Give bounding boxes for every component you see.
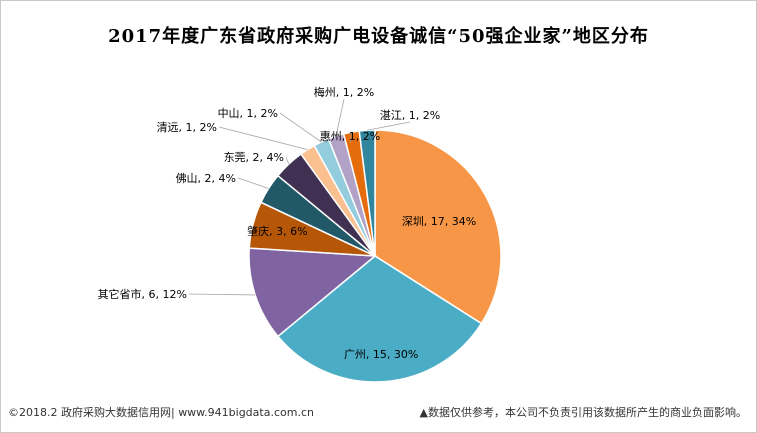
leader-line-其它省市 <box>188 293 256 296</box>
slice-label-其它省市: 其它省市, 6, 12% <box>98 287 187 301</box>
source-footer: ©2018.2 政府采购大数据信用网| www.941bigdata.com.c… <box>8 406 314 419</box>
slice-label-惠州: 惠州, 1, 2% <box>320 129 380 143</box>
slice-label-中山: 中山, 1, 2% <box>218 107 278 120</box>
leader-line-湛江 <box>367 121 411 131</box>
leader-line-东莞 <box>285 156 290 165</box>
pie-slice-湛江 <box>358 129 376 257</box>
leader-line-中山 <box>279 112 322 143</box>
chart-title: 2017年度广东省政府采购广电设备诚信“50强企业家”地区分布 <box>108 26 649 47</box>
slice-label-肇庆: 肇庆, 3, 6% <box>247 224 307 238</box>
pie-slice-广州 <box>276 255 483 383</box>
leader-line-佛山 <box>237 177 269 189</box>
slice-label-广州: 广州, 15, 30% <box>344 348 418 361</box>
leader-line-梅州 <box>335 98 345 137</box>
leader-line-清远 <box>218 126 308 151</box>
slice-label-梅州: 梅州, 1, 2% <box>314 85 374 99</box>
leader-line-惠州 <box>349 132 352 144</box>
disclaimer-footer: ▲数据仅供参考，本公司不负责引用该数据所产生的商业负面影响。 <box>419 406 747 419</box>
pie-chart: 深圳, 17, 34% 广州, 15, 30% 其它省市, 6, 12% 肇庆, 3,… <box>98 85 502 383</box>
leader-lines <box>188 98 411 296</box>
pie-slices <box>248 129 502 383</box>
slice-label-东莞: 东莞, 2, 4% <box>224 151 284 164</box>
slice-label-深圳: 深圳, 17, 34% <box>402 215 476 228</box>
slice-label-清远: 清远, 1, 2% <box>157 121 217 134</box>
slice-label-湛江: 湛江, 1, 2% <box>380 109 440 122</box>
slice-label-佛山: 佛山, 2, 4% <box>176 172 236 185</box>
pie-slice-其它省市 <box>248 247 377 338</box>
slice-labels: 深圳, 17, 34% 广州, 15, 30% 其它省市, 6, 12% 肇庆, 3,… <box>98 85 477 361</box>
